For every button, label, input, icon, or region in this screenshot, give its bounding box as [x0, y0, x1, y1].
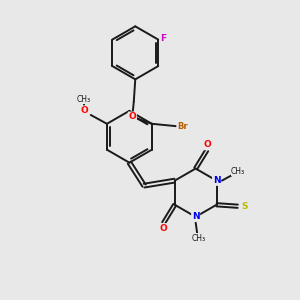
Text: N: N [213, 176, 220, 185]
Text: O: O [80, 106, 88, 115]
Text: O: O [159, 224, 167, 233]
Text: O: O [128, 112, 136, 121]
Text: CH₃: CH₃ [77, 95, 91, 104]
Text: N: N [192, 212, 200, 221]
Text: Br: Br [177, 122, 188, 130]
Text: CH₃: CH₃ [231, 167, 245, 176]
Text: F: F [160, 34, 166, 43]
Text: S: S [241, 202, 247, 211]
Text: CH₃: CH₃ [191, 233, 206, 242]
Text: O: O [203, 140, 211, 149]
